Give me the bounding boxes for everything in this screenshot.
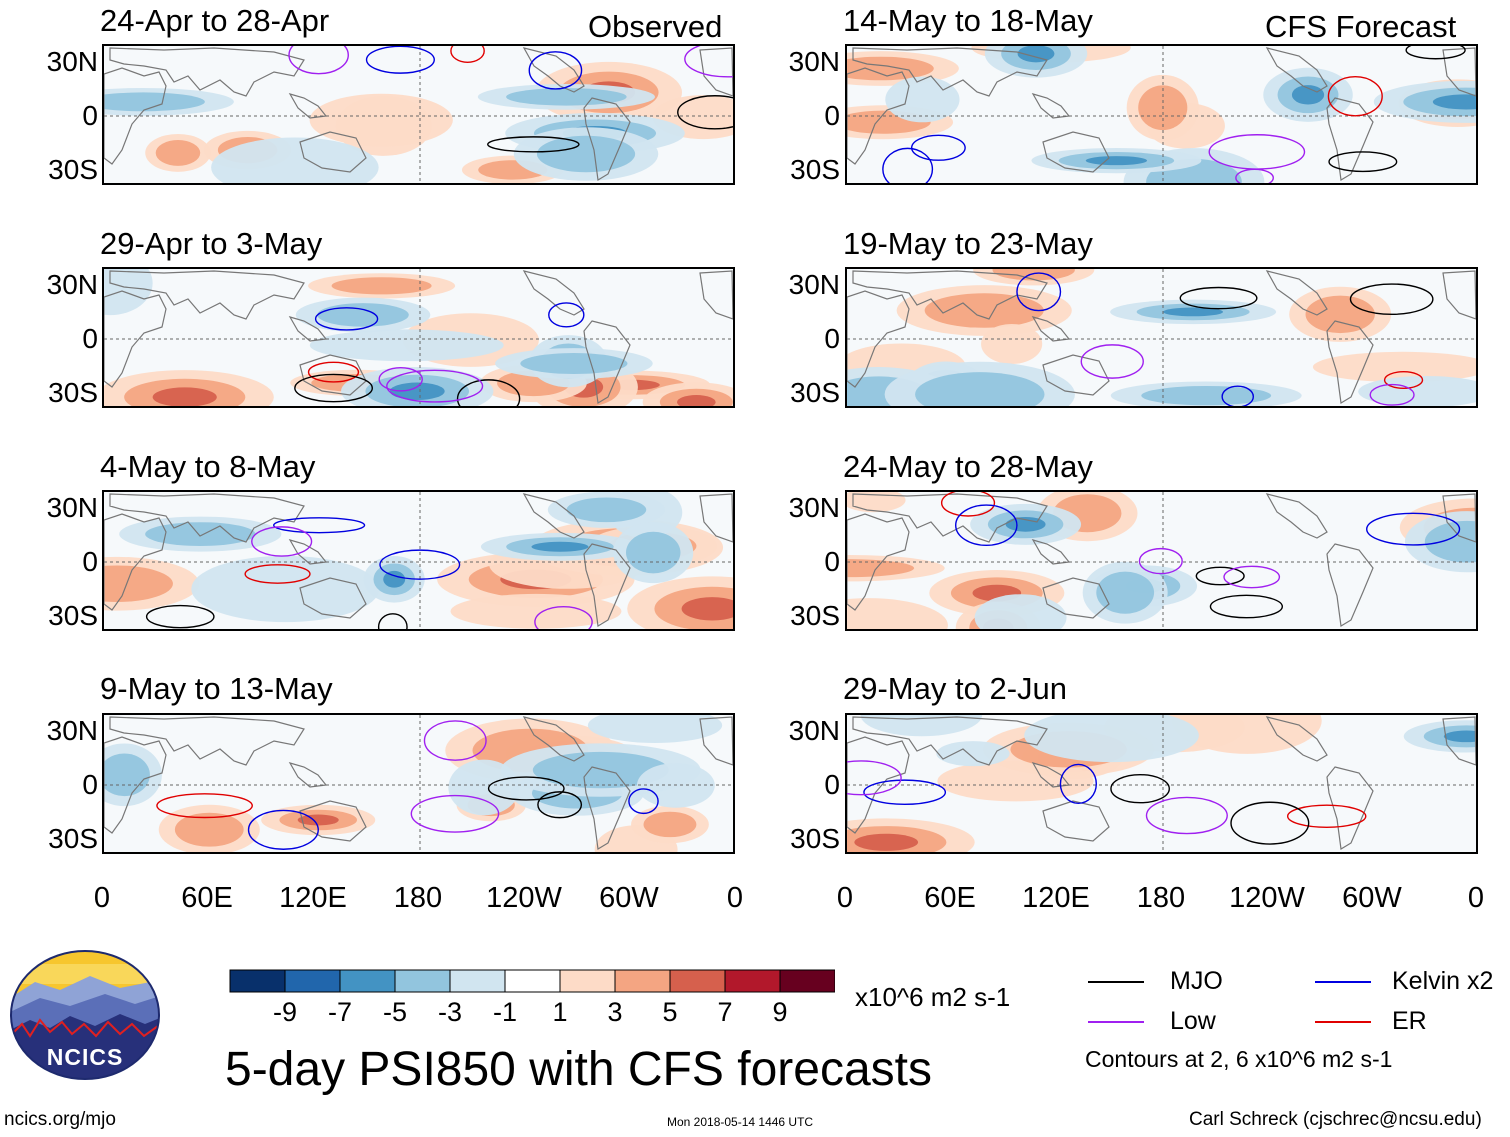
colorbar-swatch-10 bbox=[724, 969, 781, 993]
lon-label-left-3: 180 bbox=[393, 882, 443, 914]
panel-title-fc-1: 14-May to 18-May bbox=[843, 3, 1093, 38]
panel-title-fc-2: 19-May to 23-May bbox=[843, 226, 1093, 261]
lon-label-left-1: 60E bbox=[181, 882, 233, 914]
colorbar-tick-3: -5 bbox=[382, 997, 408, 1027]
colorbar-tick-4: -3 bbox=[437, 997, 463, 1027]
lon-label-left-0: 0 bbox=[93, 882, 111, 914]
colorbar-swatch-5 bbox=[449, 969, 506, 993]
legend-er-label: ER bbox=[1392, 1007, 1427, 1035]
lat-label-left-1-1: 30N bbox=[46, 46, 98, 77]
legend-kelvin-line bbox=[1315, 981, 1371, 983]
ncics-logo: NCICS bbox=[10, 950, 160, 1080]
contours-note: Contours at 2, 6 x10^6 m2 s-1 bbox=[1085, 1046, 1393, 1072]
footer-url[interactable]: ncics.org/mjo bbox=[4, 1109, 116, 1130]
lon-label-right-6: 0 bbox=[1467, 882, 1485, 914]
panel-title-fc-3: 24-May to 28-May bbox=[843, 449, 1093, 484]
lon-label-left-2: 120E bbox=[279, 882, 347, 914]
lat-label-left-4-1: 30N bbox=[46, 715, 98, 746]
colorbar-swatch-9 bbox=[669, 969, 726, 993]
footer-timestamp: Mon 2018-05-14 1446 UTC bbox=[667, 1115, 814, 1129]
colorbar-tick-7: 3 bbox=[607, 997, 623, 1027]
map-panel-obs-2 bbox=[102, 267, 735, 408]
colorbar-tick-9: 7 bbox=[717, 997, 733, 1027]
colorbar-swatch-7 bbox=[559, 969, 616, 993]
lat-label-right-3-3: 30S bbox=[790, 600, 840, 631]
lat-label-right-2-2: 0 bbox=[824, 323, 840, 354]
observed-label: Observed bbox=[588, 9, 723, 44]
lat-label-left-3-3: 30S bbox=[48, 600, 98, 631]
ncics-logo-text: NCICS bbox=[46, 1044, 124, 1070]
lat-label-left-2-3: 30S bbox=[48, 377, 98, 408]
colorbar-units: x10^6 m2 s-1 bbox=[855, 982, 1011, 1012]
colorbar-tick-10: 9 bbox=[772, 997, 788, 1027]
lon-label-right-3: 180 bbox=[1136, 882, 1186, 914]
map-panel-obs-3 bbox=[102, 490, 735, 631]
panel-title-fc-4: 29-May to 2-Jun bbox=[843, 671, 1067, 706]
lat-label-right-2-3: 30S bbox=[790, 377, 840, 408]
lat-label-left-2-1: 30N bbox=[46, 269, 98, 300]
colorbar-swatch-2 bbox=[284, 969, 341, 993]
map-panel-fc-2 bbox=[845, 267, 1478, 408]
lat-label-right-3-1: 30N bbox=[788, 492, 840, 523]
lon-label-right-5: 60W bbox=[1342, 882, 1402, 914]
colorbar-swatch-4 bbox=[394, 969, 451, 993]
lat-label-left-1-3: 30S bbox=[48, 154, 98, 185]
panel-title-obs-2: 29-Apr to 3-May bbox=[100, 226, 323, 261]
colorbar-tick-5: -1 bbox=[492, 997, 518, 1027]
lat-label-left-4-2: 0 bbox=[82, 769, 98, 800]
lat-label-left-3-1: 30N bbox=[46, 492, 98, 523]
legend-low-label: Low bbox=[1170, 1007, 1216, 1035]
legend-mjo-line bbox=[1088, 981, 1144, 983]
colorbar-swatch-11 bbox=[779, 969, 836, 993]
panel-title-obs-1: 24-Apr to 28-Apr bbox=[100, 3, 330, 38]
lat-label-left-2-2: 0 bbox=[82, 323, 98, 354]
map-panel-fc-1 bbox=[845, 44, 1478, 185]
lat-label-right-1-1: 30N bbox=[788, 46, 840, 77]
legend-er-line bbox=[1315, 1021, 1371, 1023]
cfs-forecast-label: CFS Forecast bbox=[1265, 9, 1457, 44]
lat-label-right-1-2: 0 bbox=[824, 100, 840, 131]
map-panel-fc-4 bbox=[845, 713, 1478, 854]
map-panel-fc-3 bbox=[845, 490, 1478, 631]
lat-label-right-4-1: 30N bbox=[788, 715, 840, 746]
panel-title-obs-4: 9-May to 13-May bbox=[100, 671, 333, 706]
colorbar-tick-1: -9 bbox=[272, 997, 298, 1027]
lat-label-right-4-2: 0 bbox=[824, 769, 840, 800]
colorbar-swatch-3 bbox=[339, 969, 396, 993]
lat-label-right-2-1: 30N bbox=[788, 269, 840, 300]
map-panel-obs-1 bbox=[102, 44, 735, 185]
colorbar-swatch-6 bbox=[504, 969, 561, 993]
lat-label-left-4-3: 30S bbox=[48, 823, 98, 854]
legend-low-line bbox=[1088, 1021, 1144, 1023]
lon-label-right-0: 0 bbox=[836, 882, 854, 914]
lat-label-right-4-3: 30S bbox=[790, 823, 840, 854]
lat-label-left-1-2: 0 bbox=[82, 100, 98, 131]
map-panel-obs-4 bbox=[102, 713, 735, 854]
colorbar-tick-8: 5 bbox=[662, 997, 678, 1027]
lon-label-left-6: 0 bbox=[726, 882, 744, 914]
colorbar-tick-2: -7 bbox=[327, 997, 353, 1027]
legend-kelvin-label: Kelvin x2 bbox=[1392, 967, 1494, 995]
lon-label-left-4: 120W bbox=[486, 882, 562, 914]
lon-label-right-4: 120W bbox=[1229, 882, 1305, 914]
legend-mjo-label: MJO bbox=[1170, 967, 1223, 995]
main-title: 5-day PSI850 with CFS forecasts bbox=[225, 1043, 932, 1096]
footer-credit: Carl Schreck (cjschrec@ncsu.edu) bbox=[1189, 1109, 1482, 1130]
colorbar-tick-6: 1 bbox=[552, 997, 568, 1027]
colorbar-swatch-8 bbox=[614, 969, 671, 993]
lon-label-right-2: 120E bbox=[1022, 882, 1090, 914]
lon-label-right-1: 60E bbox=[924, 882, 976, 914]
lat-label-left-3-2: 0 bbox=[82, 546, 98, 577]
lat-label-right-3-2: 0 bbox=[824, 546, 840, 577]
colorbar bbox=[229, 969, 836, 1000]
colorbar-swatch-1 bbox=[229, 969, 286, 993]
lon-label-left-5: 60W bbox=[599, 882, 659, 914]
panel-title-obs-3: 4-May to 8-May bbox=[100, 449, 316, 484]
lat-label-right-1-3: 30S bbox=[790, 154, 840, 185]
